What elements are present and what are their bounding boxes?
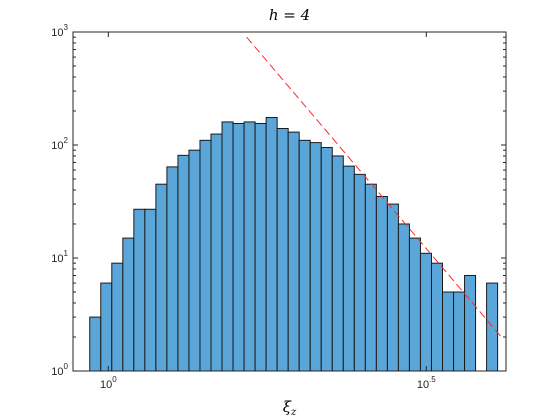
histogram-bar <box>122 237 135 372</box>
reference-line <box>246 36 502 338</box>
histogram-bar <box>364 183 377 372</box>
y-tick-label: 103 <box>51 23 68 39</box>
axes-box <box>72 31 507 372</box>
histogram-bar <box>243 121 256 372</box>
histogram-bar <box>155 183 168 372</box>
histogram-bar <box>419 252 432 372</box>
histogram-bar <box>375 196 388 372</box>
histogram-bar <box>430 262 444 372</box>
histogram-bar <box>309 142 322 372</box>
histogram-bar <box>408 237 421 372</box>
x-tick-label: 100 <box>100 375 117 391</box>
histogram-bar <box>353 173 366 372</box>
histogram-bar <box>486 282 499 372</box>
chart-title: h = 4 <box>269 6 310 24</box>
histogram-bar <box>453 291 466 372</box>
histogram-bar <box>276 127 289 372</box>
histogram-bar <box>133 208 146 372</box>
x-axis-label: ξz <box>283 398 297 418</box>
x-tick-label: 10.5 <box>417 375 436 391</box>
histogram-bar <box>144 208 157 372</box>
y-tick-label: 101 <box>51 249 68 265</box>
histogram-bar <box>221 121 234 372</box>
histogram-bar <box>397 223 410 372</box>
histogram-bar <box>199 139 212 372</box>
histogram-bar <box>386 203 399 372</box>
histogram-bar <box>111 262 124 372</box>
histogram-bar <box>177 154 190 372</box>
histogram-bars <box>89 117 499 372</box>
histogram-bar <box>331 155 344 372</box>
histogram-bar <box>320 147 333 372</box>
histogram-bar <box>254 122 267 372</box>
histogram-bar <box>166 166 179 372</box>
y-tick-label: 102 <box>51 136 68 152</box>
histogram-bar <box>298 139 311 372</box>
histogram-bar <box>89 316 102 372</box>
histogram-bar <box>342 165 355 372</box>
histogram-bar <box>188 149 201 372</box>
histogram-bar <box>265 117 278 372</box>
axis-ticks: 100 101 102 103 100 10.5 <box>51 23 506 391</box>
histogram-bar <box>464 275 477 372</box>
histogram-bar <box>287 131 300 372</box>
histogram-bar <box>210 133 223 372</box>
histogram-bar <box>442 291 455 372</box>
y-tick-label: 100 <box>51 362 68 378</box>
histogram-bar <box>100 282 113 372</box>
histogram-bar <box>232 122 245 372</box>
